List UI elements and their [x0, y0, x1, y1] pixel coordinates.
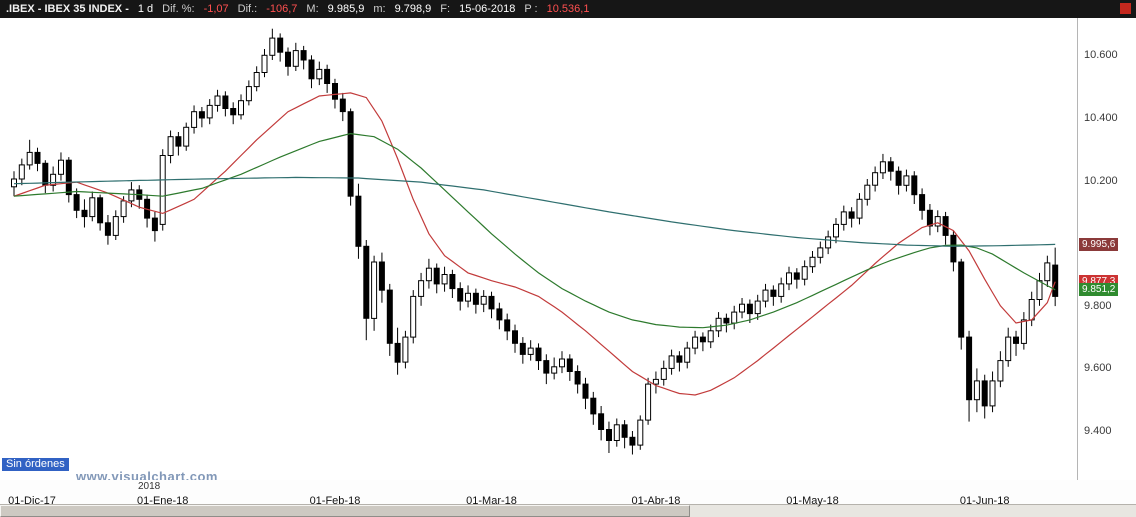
chart-area: 10.600 10.400 10.200 9.800 9.600 9.400 9.995,6… [0, 18, 1136, 484]
ma-slow-teal [13, 176, 1056, 247]
session-high-value: 9.985,9 [327, 3, 365, 15]
ma-fast-red [13, 92, 1056, 396]
orders-status-badge: Sin órdenes [2, 458, 69, 471]
session-date-label: F: [440, 3, 451, 15]
dif-pct-value: -1,07 [203, 3, 229, 15]
dif-label: Dif.: [237, 3, 258, 15]
y-axis-label: 10.200 [1084, 174, 1118, 187]
x-axis-label: 01-Jun-18 [959, 495, 1010, 507]
time-axis: 2018 01-Dic-17 01-Ene-18 01-Feb-18 01-Mar-1… [0, 480, 1136, 517]
x-axis-label: 01-Abr-18 [631, 495, 681, 507]
y-axis-label: 9.600 [1084, 362, 1112, 375]
year-label: 2018 [138, 481, 161, 492]
x-axis-label: 01-Feb-18 [309, 495, 361, 507]
p-label: P : [524, 3, 538, 15]
price-tag: 9.995,6 [1079, 237, 1119, 251]
session-low-value: 9.798,9 [394, 3, 432, 15]
x-axis-label: 01-May-18 [786, 495, 839, 507]
red-square-icon[interactable] [1120, 3, 1131, 14]
symbol-title: .IBEX - IBEX 35 INDEX - [6, 3, 129, 15]
price-tag: 9.851,2 [1079, 282, 1119, 296]
candlestick-chart[interactable] [0, 18, 1077, 480]
session-high-label: M: [306, 3, 319, 15]
dif-value: -106,7 [266, 3, 298, 15]
p-value: 10.536,1 [546, 3, 590, 15]
y-axis-label: 9.800 [1084, 299, 1112, 312]
x-axis-label: 01-Ene-18 [137, 495, 189, 507]
session-low-label: m: [373, 3, 386, 15]
y-axis-label: 9.400 [1084, 425, 1112, 438]
y-axis-label: 10.600 [1084, 49, 1118, 62]
y-axis-label: 10.400 [1084, 111, 1118, 124]
x-axis-label: 01-Mar-18 [466, 495, 517, 507]
horizontal-scrollbar[interactable] [0, 504, 1136, 517]
timeframe-label: 1 d [137, 3, 154, 15]
x-axis-label: 01-Dic-17 [8, 495, 56, 507]
session-date-value: 15-06-2018 [459, 3, 516, 15]
price-axis[interactable]: 10.600 10.400 10.200 9.800 9.600 9.400 9.995,6… [1077, 18, 1136, 480]
ma-medium-green [13, 132, 1056, 329]
dif-pct-label: Dif. %: [162, 3, 195, 15]
titlebar: .IBEX - IBEX 35 INDEX - 1 d Dif. %: -1,0… [0, 0, 1136, 18]
